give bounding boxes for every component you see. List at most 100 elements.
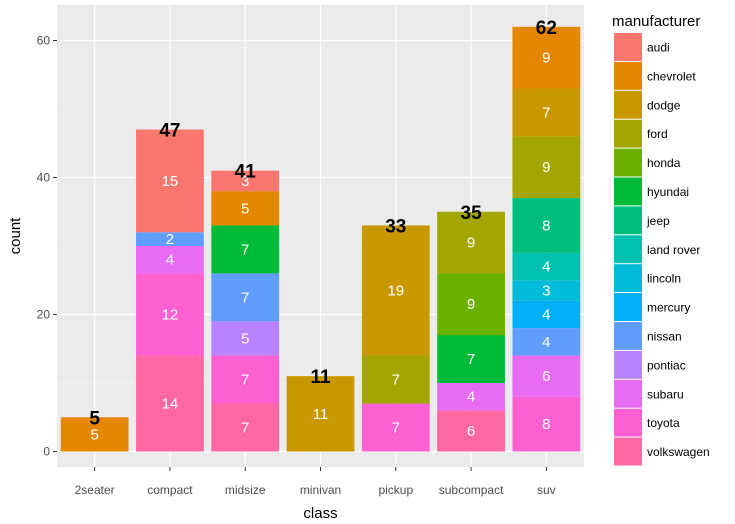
legend-key bbox=[614, 322, 642, 350]
legend-key bbox=[614, 206, 642, 235]
x-tick-label: compact bbox=[147, 483, 193, 497]
legend-key bbox=[614, 350, 642, 379]
legend-key bbox=[614, 33, 642, 61]
legend-key bbox=[614, 177, 642, 206]
segment-label: 7 bbox=[467, 351, 475, 368]
bar-segment bbox=[512, 280, 581, 301]
segment-label: 5 bbox=[241, 330, 249, 347]
segment-label: 7 bbox=[241, 241, 249, 258]
segment-label: 6 bbox=[467, 423, 475, 440]
bar-segment bbox=[437, 273, 505, 336]
bar-segment bbox=[136, 273, 204, 356]
bar-segment bbox=[60, 417, 129, 452]
segment-label: 5 bbox=[241, 200, 249, 217]
total-label: 47 bbox=[159, 121, 180, 142]
bar-segment bbox=[136, 232, 204, 246]
legend-key bbox=[614, 148, 642, 177]
total-label: 11 bbox=[310, 367, 331, 388]
legend-label: pontiac bbox=[647, 358, 686, 372]
bar-segment bbox=[286, 376, 355, 452]
bar-segment bbox=[512, 198, 581, 253]
segment-label: 9 bbox=[542, 50, 550, 67]
y-axis: 0 20 40 60 bbox=[37, 34, 57, 459]
y-tick-label: 20 bbox=[37, 308, 51, 322]
x-tick-label: suv bbox=[537, 483, 556, 497]
legend-label: volkswagen bbox=[647, 445, 710, 459]
legend-label: dodge bbox=[647, 98, 681, 112]
total-label: 5 bbox=[89, 408, 100, 429]
bar-segment bbox=[512, 136, 581, 199]
y-axis-title: count bbox=[7, 217, 24, 255]
segment-label: 7 bbox=[392, 420, 400, 437]
x-axis: 2seater compact midsize minivan pickup subcom… bbox=[75, 467, 556, 497]
segment-label: 14 bbox=[162, 396, 179, 413]
bar-segment bbox=[136, 355, 204, 452]
bar-segment bbox=[512, 26, 581, 89]
x-tick-label: pickup bbox=[378, 483, 413, 497]
legend-label: toyota bbox=[647, 416, 680, 430]
legend-label: jeep bbox=[646, 214, 670, 228]
segment-label: 7 bbox=[542, 104, 550, 121]
bar-segment bbox=[211, 321, 280, 356]
bar-segment bbox=[211, 273, 280, 322]
legend-key bbox=[614, 293, 642, 321]
segment-label: 9 bbox=[467, 235, 475, 252]
total-label: 62 bbox=[536, 18, 557, 39]
bar-segment bbox=[136, 129, 204, 233]
bar-segment bbox=[211, 403, 280, 452]
segment-label: 8 bbox=[542, 416, 550, 433]
legend-key bbox=[614, 119, 642, 148]
bar-segment bbox=[512, 396, 581, 452]
bar-segment bbox=[361, 355, 430, 404]
segment-label: 4 bbox=[166, 252, 174, 269]
legend-title: manufacturer bbox=[612, 13, 700, 30]
total-label: 41 bbox=[235, 162, 257, 183]
total-label: 33 bbox=[385, 216, 406, 237]
segment-label: 7 bbox=[392, 372, 400, 389]
y-tick-label: 0 bbox=[43, 445, 50, 459]
legend-label: subaru bbox=[647, 387, 684, 401]
segment-label: 4 bbox=[542, 334, 550, 351]
legend-key bbox=[614, 264, 642, 293]
segment-label: 15 bbox=[162, 173, 179, 190]
bar-segment bbox=[211, 191, 280, 226]
segment-label: 3 bbox=[241, 173, 249, 190]
bar-segment bbox=[211, 170, 280, 192]
segment-label: 7 bbox=[241, 372, 249, 389]
x-tick-label: minivan bbox=[300, 483, 341, 497]
segment-label: 9 bbox=[467, 296, 475, 313]
legend-label: honda bbox=[647, 156, 681, 170]
x-tick-label: subcompact bbox=[439, 483, 504, 497]
legend-label: land rover bbox=[647, 243, 700, 257]
segment-label: 4 bbox=[542, 307, 550, 324]
segment-label: 4 bbox=[542, 259, 550, 276]
legend-label: mercury bbox=[647, 301, 690, 315]
legend-key bbox=[614, 235, 642, 264]
segment-label: 7 bbox=[241, 420, 249, 437]
bar-segment bbox=[437, 410, 505, 452]
legend-key bbox=[614, 437, 642, 466]
segment-label: 19 bbox=[387, 283, 404, 300]
segment-label: 3 bbox=[542, 283, 550, 300]
bar-segment bbox=[512, 88, 581, 137]
bar-segment bbox=[361, 225, 430, 356]
x-tick-label: midsize bbox=[225, 483, 266, 497]
segment-label: 9 bbox=[542, 159, 550, 176]
legend-label: nissan bbox=[647, 329, 682, 343]
bar-segment bbox=[512, 355, 581, 397]
segment-label: 4 bbox=[467, 389, 475, 406]
segment-label: 2 bbox=[166, 231, 174, 248]
y-tick-label: 40 bbox=[37, 171, 51, 185]
legend-label: hyundai bbox=[647, 185, 689, 199]
segment-label: 6 bbox=[542, 368, 550, 385]
segment-label: 11 bbox=[313, 406, 329, 423]
bar-segment bbox=[211, 355, 280, 404]
legend-key bbox=[614, 90, 642, 119]
legend-key bbox=[614, 408, 642, 437]
y-tick-label: 60 bbox=[37, 34, 51, 48]
total-label: 35 bbox=[461, 203, 483, 224]
bar-segment bbox=[512, 328, 581, 356]
